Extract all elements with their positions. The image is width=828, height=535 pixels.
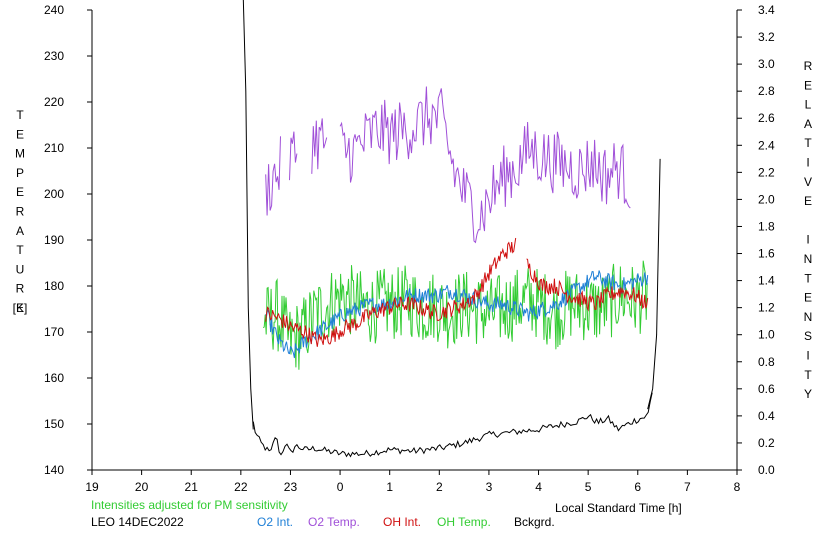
right-tick-label: 2.2 — [758, 165, 775, 179]
right-axis-title-letter: I — [806, 349, 809, 363]
series-o2-int — [265, 270, 649, 359]
x-tick-label: 21 — [185, 480, 199, 494]
right-tick-label: 1.6 — [758, 247, 775, 261]
left-axis-title-letter: U — [16, 262, 25, 276]
right-axis-title-letter: T — [804, 136, 812, 150]
left-tick-label: 210 — [44, 141, 64, 155]
right-axis-title-letter: S — [804, 329, 812, 343]
series-bckgrd-drop — [242, 0, 254, 430]
left-tick-label: 240 — [44, 3, 64, 17]
series-oh-temp — [262, 260, 648, 370]
right-tick-label: 2.8 — [758, 84, 775, 98]
right-tick-label: 2.6 — [758, 111, 775, 125]
left-axis-unit: [K] — [13, 301, 28, 315]
left-tick-label: 170 — [44, 325, 64, 339]
right-tick-label: 1.2 — [758, 301, 775, 315]
right-tick-label: 3.0 — [758, 57, 775, 71]
left-tick-label: 230 — [44, 49, 64, 63]
right-axis-title-letter: E — [804, 291, 812, 305]
right-axis-title-letter: E — [804, 78, 812, 92]
series-bckgrd-rise — [647, 158, 661, 410]
legend-o2int: O2 Int. — [257, 515, 293, 529]
left-axis-title-letter: R — [16, 205, 25, 219]
x-tick-label: 19 — [85, 480, 99, 494]
x-tick-label: 2 — [436, 480, 443, 494]
x-tick-label: 4 — [535, 480, 542, 494]
x-tick-label: 5 — [585, 480, 592, 494]
left-axis-title-letter: E — [16, 301, 24, 315]
left-axis-title-letter: E — [16, 127, 24, 141]
series-bckgrd — [252, 392, 653, 458]
x-tick-label: 20 — [135, 480, 149, 494]
left-tick-label: 140 — [44, 463, 64, 477]
series-o2-temp — [265, 86, 631, 244]
right-tick-label: 3.2 — [758, 30, 775, 44]
right-tick-label: 0.4 — [758, 409, 775, 423]
x-tick-label: 1 — [386, 480, 393, 494]
legend-bckgrd: Bckgrd. — [514, 515, 555, 529]
pm-sensitivity-note: Intensities adjusted for PM sensitivity — [91, 498, 288, 512]
right-axis-title-letter: Y — [804, 387, 812, 401]
x-axis-title: Local Standard Time [h] — [555, 501, 682, 515]
right-axis-title-letter: L — [805, 98, 812, 112]
right-tick-label: 0.6 — [758, 382, 775, 396]
left-axis-title-letter: R — [16, 282, 25, 296]
left-axis-title-letter: M — [15, 147, 25, 161]
left-axis-title-letter: P — [16, 166, 24, 180]
right-tick-label: 3.4 — [758, 3, 775, 17]
legend-ohint: OH Int. — [383, 515, 421, 529]
right-tick-label: 1.8 — [758, 219, 775, 233]
right-tick-label: 1.4 — [758, 274, 775, 288]
right-axis-title-letter: T — [804, 368, 812, 382]
x-tick-label: 8 — [734, 480, 741, 494]
x-tick-label: 3 — [486, 480, 493, 494]
right-tick-label: 2.0 — [758, 192, 775, 206]
legend-ohtemp: OH Temp. — [437, 515, 491, 529]
left-tick-label: 160 — [44, 371, 64, 385]
right-tick-label: 0.0 — [758, 463, 775, 477]
left-tick-label: 200 — [44, 187, 64, 201]
left-tick-label: 180 — [44, 279, 64, 293]
left-axis-title-letter: T — [16, 243, 24, 257]
right-axis-title-letter: I — [806, 233, 809, 247]
left-tick-label: 190 — [44, 233, 64, 247]
x-tick-label: 6 — [634, 480, 641, 494]
right-axis-title-letter: I — [806, 156, 809, 170]
right-axis-title-letter: T — [804, 271, 812, 285]
x-tick-label: 0 — [337, 480, 344, 494]
legend-o2temp: O2 Temp. — [308, 515, 360, 529]
x-tick-label: 7 — [684, 480, 691, 494]
series-oh-int — [265, 237, 649, 347]
right-tick-label: 0.8 — [758, 355, 775, 369]
left-axis-title-letter: A — [16, 224, 24, 238]
right-axis-title-letter: V — [804, 175, 812, 189]
x-tick-label: 23 — [284, 480, 298, 494]
right-axis-title-letter: A — [804, 117, 812, 131]
left-tick-label: 220 — [44, 95, 64, 109]
station-date-label: LEO 14DEC2022 — [91, 515, 184, 529]
right-tick-label: 0.2 — [758, 436, 775, 450]
right-tick-label: 2.4 — [758, 138, 775, 152]
left-axis-title-letter: E — [16, 185, 24, 199]
right-axis-title-letter: N — [804, 310, 813, 324]
right-axis-title-letter: R — [804, 59, 813, 73]
right-axis-title-letter: E — [804, 194, 812, 208]
x-tick-label: 22 — [234, 480, 248, 494]
left-tick-label: 150 — [44, 417, 64, 431]
left-axis-title-letter: T — [16, 108, 24, 122]
right-axis-title-letter: N — [804, 252, 813, 266]
right-tick-label: 1.0 — [758, 328, 775, 342]
